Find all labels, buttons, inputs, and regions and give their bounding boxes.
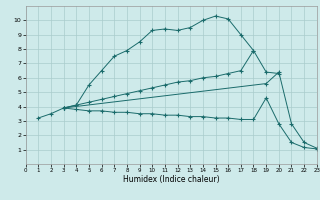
X-axis label: Humidex (Indice chaleur): Humidex (Indice chaleur): [123, 175, 220, 184]
